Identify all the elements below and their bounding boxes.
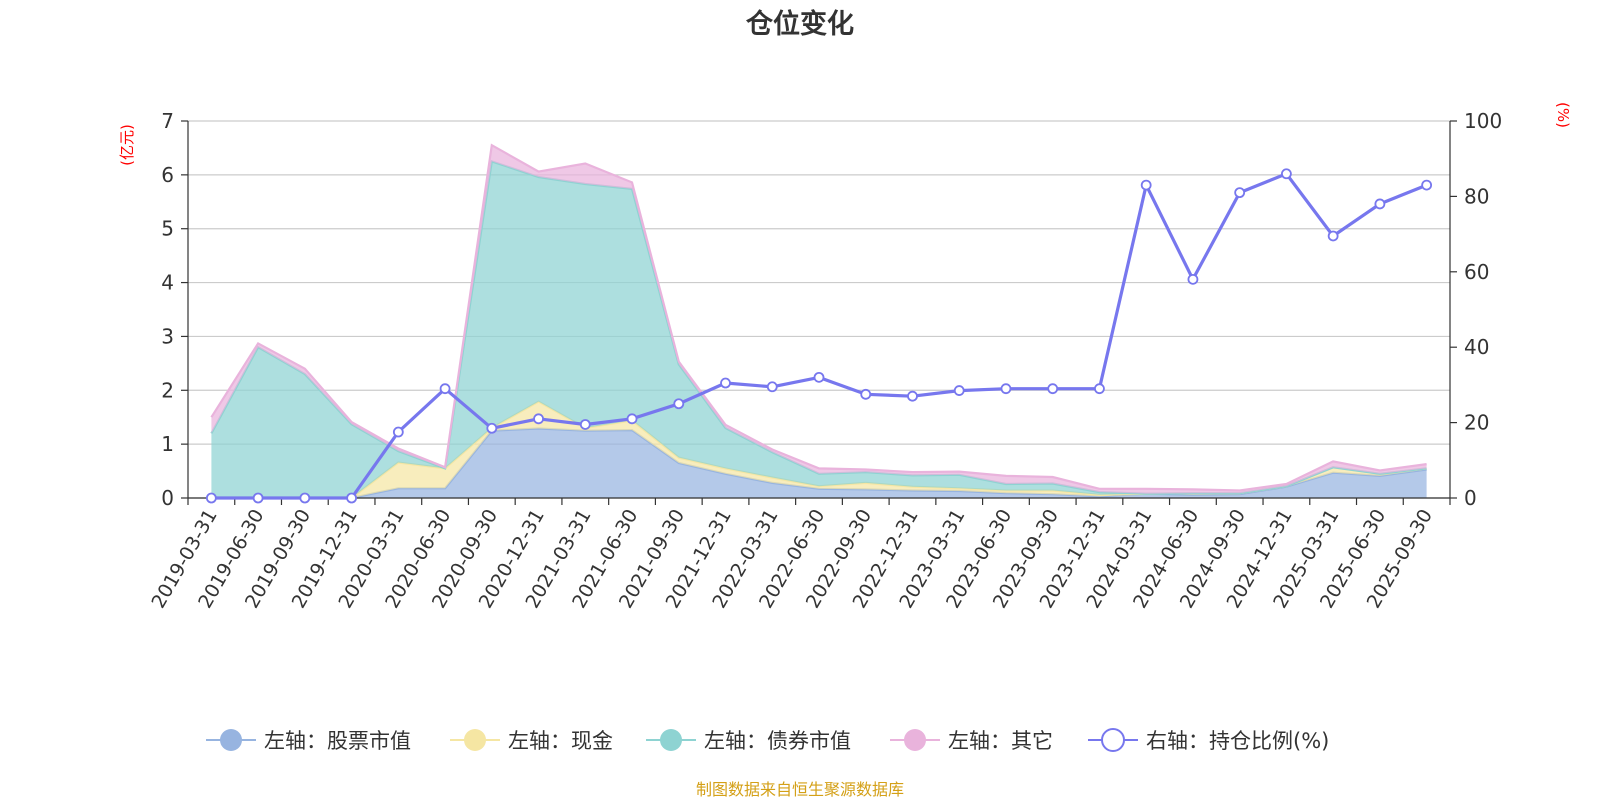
- ratio-point: [1281, 168, 1292, 180]
- ratio-point: [299, 492, 311, 504]
- right-tick-label: 80: [1464, 184, 1489, 208]
- legend-marker: [904, 729, 926, 751]
- ratio-point: [533, 413, 544, 425]
- area-series-4: [211, 145, 1427, 494]
- area-series-1: [211, 428, 1427, 498]
- ratio-point: [626, 413, 638, 425]
- right-tick-label: 100: [1464, 109, 1502, 133]
- grid-lines: [188, 120, 1450, 499]
- left-tick-label: 4: [161, 271, 174, 295]
- ratio-point: [579, 419, 591, 430]
- legend-label: 左轴：股票市值: [264, 729, 411, 753]
- area-edge-series-4: [210, 143, 1427, 492]
- ratio-point: [1187, 273, 1199, 285]
- ratio-point: [346, 492, 357, 504]
- axes: 012345670204060801002019-03-312019-06-30…: [147, 109, 1502, 612]
- right-axis-unit: (%): [1554, 102, 1572, 128]
- area-series-3: [211, 161, 1427, 498]
- legend-marker: [660, 729, 682, 751]
- ratio-point: [673, 398, 685, 410]
- ratio-point: [1047, 383, 1059, 395]
- legend-label: 左轴：其它: [948, 729, 1053, 753]
- ratio-point: [1140, 179, 1152, 191]
- left-tick-label: 3: [161, 324, 174, 348]
- ratio-point: [813, 371, 825, 383]
- left-tick-label: 1: [161, 432, 174, 456]
- ratio-point: [486, 422, 498, 434]
- ratio-point: [205, 492, 217, 504]
- ratio-point: [1234, 187, 1246, 199]
- holding-ratio-line: [205, 168, 1433, 504]
- left-tick-label: 6: [161, 163, 174, 187]
- legend-label: 右轴：持仓比例(%): [1146, 729, 1329, 753]
- left-tick-label: 7: [161, 109, 174, 133]
- ratio-point: [1421, 179, 1433, 191]
- ratio-point: [860, 388, 872, 400]
- legend-marker: [464, 729, 486, 751]
- left-tick-label: 5: [161, 217, 174, 241]
- left-axis-unit: (亿元): [118, 124, 136, 166]
- right-tick-label: 0: [1464, 486, 1477, 510]
- ratio-point: [907, 390, 918, 402]
- ratio-point: [1094, 383, 1105, 395]
- right-tick-label: 60: [1464, 260, 1489, 284]
- legend: 左轴：股票市值 左轴：现金 左轴：债券市值 左轴：其它 右轴：持仓比例(%): [206, 728, 1329, 753]
- legend-label: 左轴：债券市值: [704, 729, 851, 753]
- left-tick-label: 2: [161, 378, 174, 402]
- left-tick-label: 0: [161, 486, 174, 510]
- right-tick-label: 40: [1464, 335, 1489, 359]
- legend-marker: [1101, 728, 1125, 752]
- legend-marker: [220, 729, 242, 751]
- ratio-point: [766, 381, 778, 393]
- ratio-point: [1374, 198, 1386, 210]
- stacked-areas: [210, 143, 1427, 500]
- ratio-point: [439, 383, 451, 395]
- legend-label: 左轴：现金: [508, 729, 613, 753]
- ratio-point: [720, 377, 731, 389]
- right-tick-label: 20: [1464, 411, 1489, 435]
- ratio-point: [1000, 383, 1012, 395]
- area-series-2: [211, 401, 1427, 498]
- chart-title: 仓位变化: [745, 8, 854, 40]
- data-source-note: 制图数据来自恒生聚源数据库: [696, 780, 904, 799]
- ratio-point: [1327, 230, 1339, 242]
- ratio-point: [953, 385, 965, 396]
- ratio-point: [252, 492, 264, 504]
- ratio-point: [392, 426, 404, 438]
